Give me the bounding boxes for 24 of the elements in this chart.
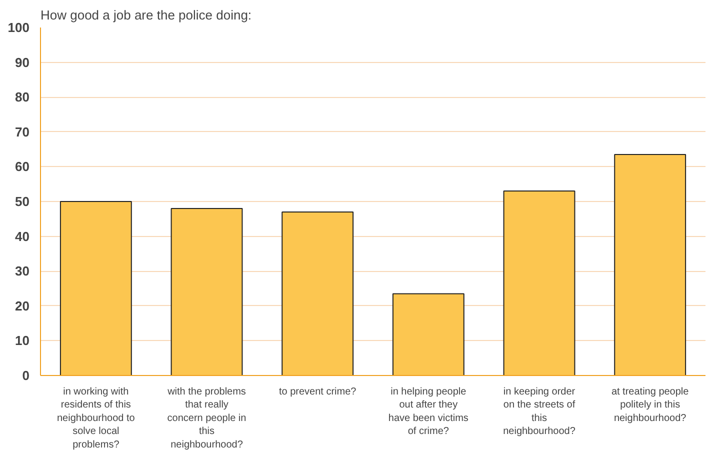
y-tick-label: 70 — [15, 124, 30, 140]
bar — [282, 211, 354, 376]
y-tick-label: 80 — [15, 90, 30, 105]
bar — [503, 190, 576, 376]
x-tick-label: in keeping order on the streets of this neighbourhood? — [503, 386, 576, 438]
x-tick-label: at treating people politely in this neighbourhood? — [611, 386, 690, 424]
x-tick-label: to prevent crime? — [278, 386, 357, 398]
y-tick-label: 50 — [15, 194, 30, 209]
y-tick-label: 60 — [15, 159, 30, 174]
bar — [614, 154, 686, 376]
bar — [170, 208, 243, 376]
chart-title: How good a job are the police doing: — [40, 8, 252, 22]
bar — [392, 293, 464, 376]
y-tick-label: 90 — [15, 54, 30, 70]
y-tick-label: 40 — [15, 228, 30, 244]
x-tick-label: in helping people out after they have been victims of crime? — [388, 386, 468, 438]
y-tick-label: 0 — [22, 368, 30, 383]
x-tick-label: with the problems that really concern people in this neighbourhood? — [166, 386, 246, 450]
bar — [60, 201, 132, 376]
y-tick-label: 20 — [15, 298, 30, 314]
y-tick-label: 30 — [15, 264, 30, 279]
y-tick-label: 100 — [8, 20, 30, 35]
x-tick-label: in working with residents of this neighbourhood to solve local problems? — [56, 386, 136, 450]
y-tick-label: 10 — [15, 333, 30, 348]
